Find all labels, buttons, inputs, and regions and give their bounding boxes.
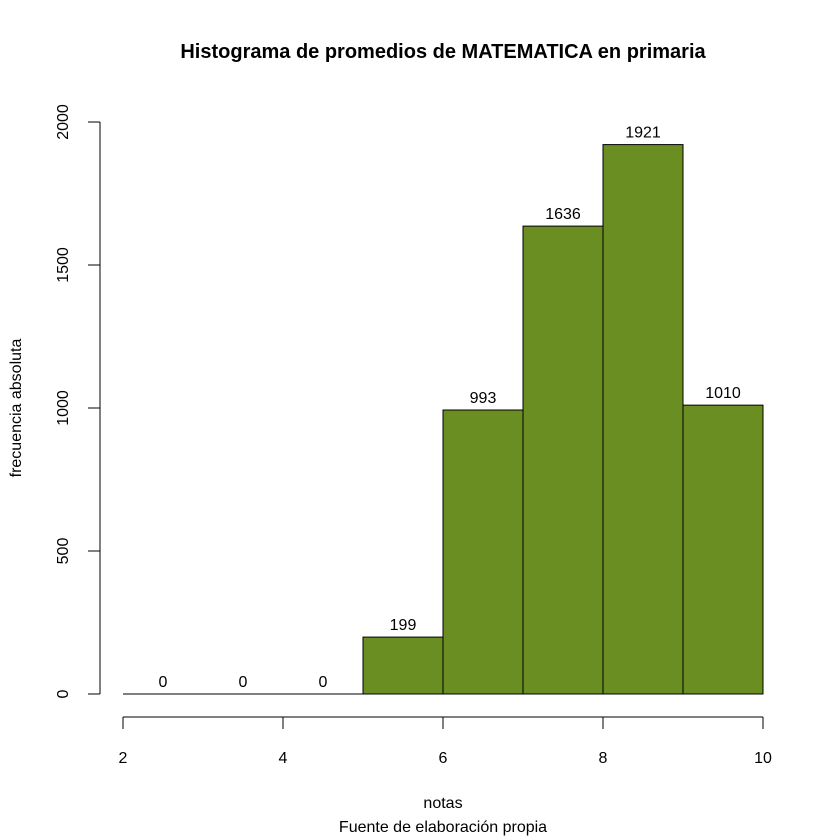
y-axis: 0 500 1000 1500 2000 — [55, 104, 101, 698]
bars-group — [123, 144, 764, 695]
y-tick-label: 1000 — [55, 390, 72, 426]
x-tick-label: 2 — [119, 750, 128, 767]
bar-count-label: 1636 — [545, 206, 581, 223]
bar-count-label: 1921 — [625, 125, 661, 142]
bar-labels-group: 0 0 0 199 993 1636 1921 1010 — [159, 125, 741, 691]
bar-count-label: 0 — [319, 674, 328, 691]
x-axis-title: notas — [423, 795, 462, 812]
y-tick-label: 500 — [55, 538, 72, 565]
x-axis: 2 4 6 8 10 — [119, 716, 772, 767]
bar-count-label: 993 — [470, 390, 497, 407]
bar-count-label: 199 — [390, 617, 417, 634]
histogram-bar — [442, 409, 524, 695]
y-axis-title: frecuencia absoluta — [8, 339, 25, 478]
x-tick-label: 6 — [439, 750, 448, 767]
y-tick-label: 1500 — [55, 247, 72, 283]
bar-count-label: 1010 — [705, 385, 741, 402]
x-tick-label: 4 — [279, 750, 288, 767]
histogram-bar — [682, 404, 764, 695]
bar-count-label: 0 — [159, 674, 168, 691]
x-tick-label: 8 — [599, 750, 608, 767]
chart-caption: Fuente de elaboración propia — [339, 819, 547, 836]
histogram-bar — [602, 144, 684, 695]
x-tick-label: 10 — [754, 750, 772, 767]
histogram-bar — [522, 225, 604, 695]
bar-count-label: 0 — [239, 674, 248, 691]
histogram-bar — [362, 636, 444, 695]
y-tick-label: 0 — [55, 689, 72, 698]
y-tick-label: 2000 — [55, 104, 72, 140]
chart-title: Histograma de promedios de MATEMATICA en… — [180, 41, 706, 63]
